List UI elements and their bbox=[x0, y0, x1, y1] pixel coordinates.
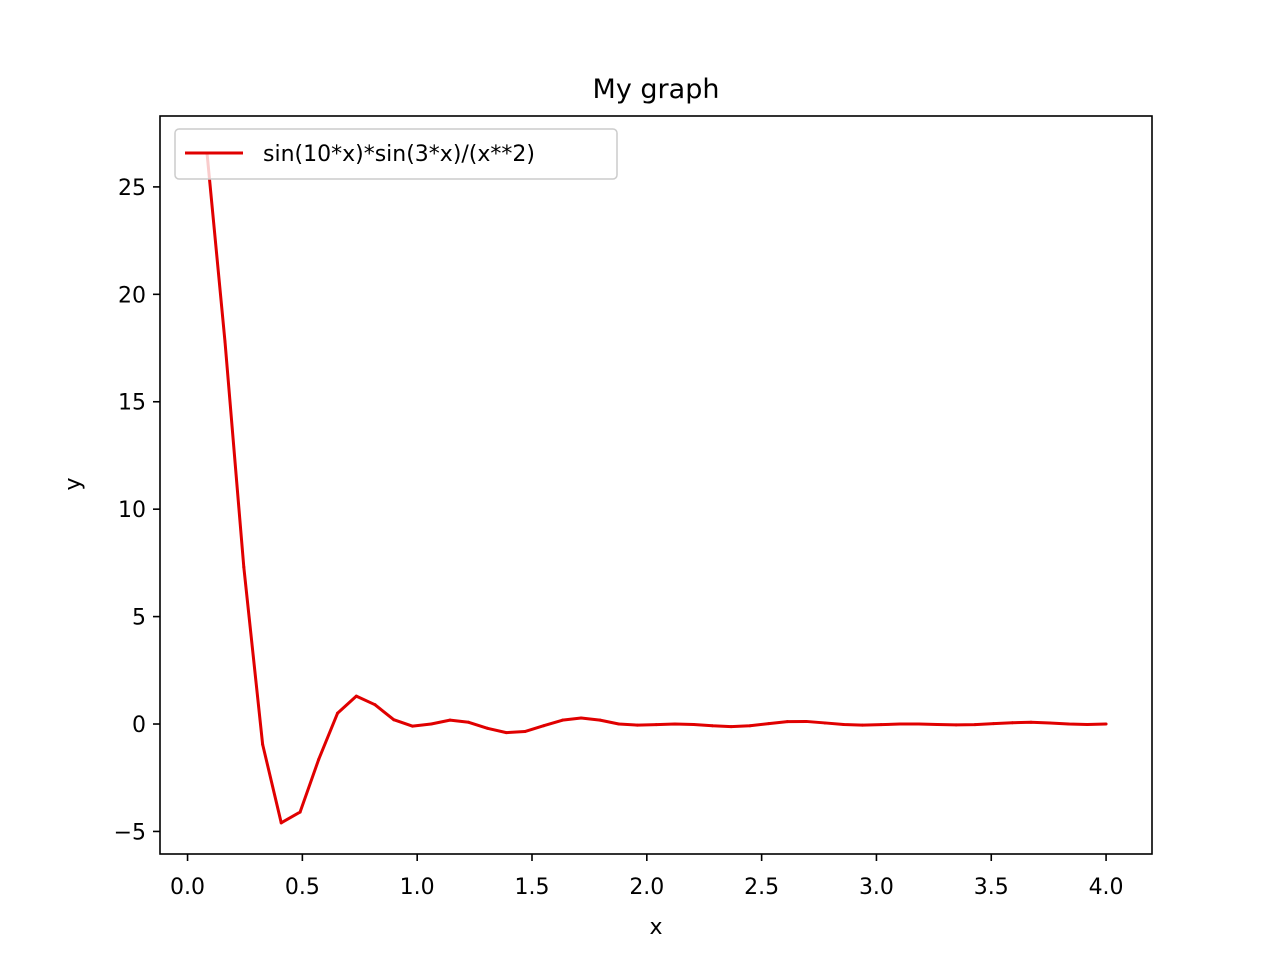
x-tick-label: 0.5 bbox=[285, 875, 320, 900]
series-point bbox=[973, 723, 977, 727]
series-point bbox=[898, 722, 902, 726]
series-point bbox=[523, 730, 527, 734]
y-tick-label: −5 bbox=[114, 820, 146, 845]
series-point bbox=[429, 722, 433, 726]
plot-frame bbox=[159, 115, 1153, 855]
series-point bbox=[617, 722, 621, 726]
x-tick-label: 0.0 bbox=[170, 875, 205, 900]
x-axis-label: x bbox=[649, 915, 662, 940]
legend-box bbox=[174, 128, 618, 180]
series-point bbox=[1067, 722, 1071, 726]
series-point bbox=[1029, 720, 1033, 724]
series-point bbox=[673, 722, 677, 726]
series-point bbox=[1104, 722, 1108, 726]
y-axis-label: y bbox=[61, 477, 86, 490]
y-tick-label: 15 bbox=[118, 391, 146, 416]
series-point bbox=[223, 340, 227, 344]
series-point bbox=[804, 719, 808, 723]
series-point bbox=[879, 723, 883, 727]
series-point bbox=[823, 721, 827, 725]
y-axis-ticks: −5 0 5 10 15 20 25 bbox=[114, 176, 160, 845]
series-point bbox=[242, 565, 246, 569]
legend-entry-label: sin(10*x)*sin(3*x)/(x**2) bbox=[263, 142, 535, 167]
series-point bbox=[485, 726, 489, 730]
series-point bbox=[785, 720, 789, 724]
x-tick-label: 3.0 bbox=[859, 875, 894, 900]
series-point bbox=[354, 694, 358, 698]
series-point bbox=[1010, 721, 1014, 725]
series-point bbox=[692, 722, 696, 726]
series-point bbox=[860, 723, 864, 727]
series-point bbox=[373, 703, 377, 707]
y-tick-label: 20 bbox=[118, 283, 146, 308]
y-tick-label: 0 bbox=[132, 713, 146, 738]
series-point bbox=[842, 722, 846, 726]
series-point bbox=[298, 810, 302, 814]
series-point bbox=[561, 718, 565, 722]
series-point bbox=[317, 757, 321, 761]
series-point bbox=[448, 718, 452, 722]
series-point bbox=[279, 821, 283, 825]
series-point bbox=[635, 723, 639, 727]
x-tick-label: 2.0 bbox=[629, 875, 664, 900]
plot-area bbox=[205, 152, 1108, 825]
x-tick-label: 2.5 bbox=[744, 875, 779, 900]
series-point bbox=[336, 711, 339, 715]
series-point bbox=[1085, 722, 1089, 726]
x-tick-label: 3.5 bbox=[974, 875, 1009, 900]
y-tick-label: 25 bbox=[118, 176, 146, 201]
series-point bbox=[261, 742, 265, 746]
legend: sin(10*x)*sin(3*x)/(x**2) bbox=[174, 128, 618, 180]
series-point bbox=[992, 722, 996, 726]
series-point bbox=[767, 722, 771, 726]
y-tick-label: 5 bbox=[132, 606, 146, 631]
chart-title: My graph bbox=[593, 74, 720, 105]
series-points bbox=[205, 152, 1108, 825]
series-point bbox=[748, 724, 752, 728]
series-point bbox=[1048, 721, 1052, 725]
series-point bbox=[654, 723, 658, 727]
x-axis-ticks: 0.0 0.5 1.0 1.5 2.0 2.5 3.0 3.5 4.0 bbox=[170, 854, 1124, 900]
series-point bbox=[729, 725, 733, 729]
x-tick-label: 1.0 bbox=[400, 875, 435, 900]
y-tick-label: 10 bbox=[118, 498, 146, 523]
series-point bbox=[411, 724, 415, 728]
series-point bbox=[579, 716, 583, 720]
x-tick-label: 4.0 bbox=[1089, 875, 1124, 900]
series-point bbox=[504, 731, 508, 735]
series-point bbox=[392, 718, 396, 722]
x-tick-label: 1.5 bbox=[515, 875, 550, 900]
series-point bbox=[542, 724, 546, 728]
series-point bbox=[935, 722, 939, 726]
series-point bbox=[954, 723, 958, 727]
series-point bbox=[467, 720, 471, 724]
series-point bbox=[598, 718, 602, 722]
series-point bbox=[917, 722, 921, 726]
series-point bbox=[710, 724, 714, 728]
